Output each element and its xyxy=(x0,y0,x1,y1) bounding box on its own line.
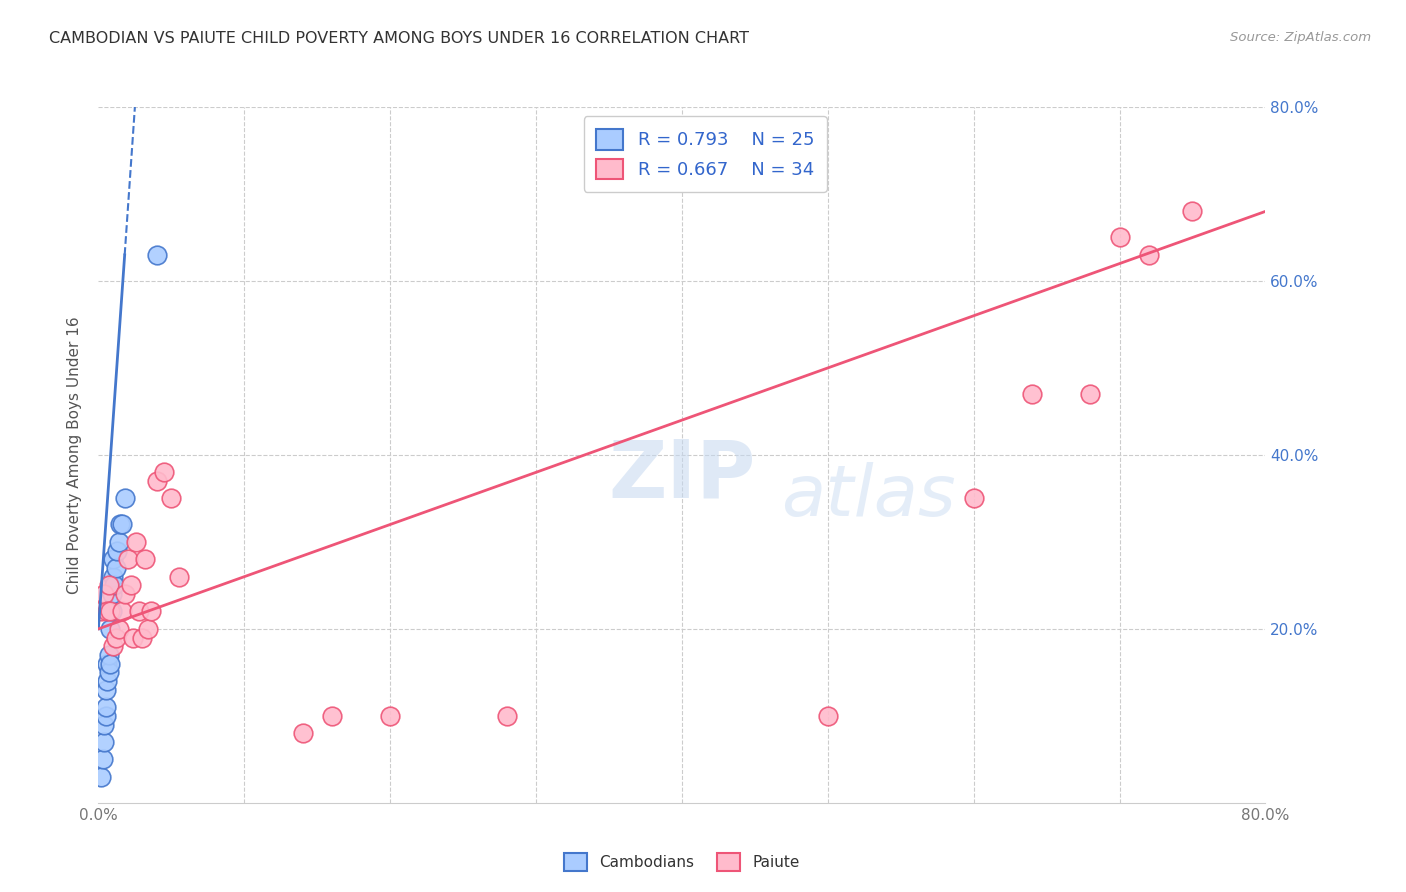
Point xyxy=(90,605,112,619)
Point xyxy=(104,631,127,645)
Point xyxy=(90,770,112,784)
Point xyxy=(114,491,136,506)
Point xyxy=(817,708,839,723)
Point xyxy=(97,648,120,662)
Point xyxy=(114,587,136,601)
Point xyxy=(167,570,190,584)
Point xyxy=(1137,248,1160,262)
Point xyxy=(98,657,121,671)
Point xyxy=(94,708,117,723)
Y-axis label: Child Poverty Among Boys Under 16: Child Poverty Among Boys Under 16 xyxy=(67,316,83,594)
Point xyxy=(962,491,984,506)
Point xyxy=(160,491,183,506)
Point xyxy=(101,552,124,566)
Point xyxy=(321,708,343,723)
Point xyxy=(96,657,118,671)
Text: CAMBODIAN VS PAIUTE CHILD POVERTY AMONG BOYS UNDER 16 CORRELATION CHART: CAMBODIAN VS PAIUTE CHILD POVERTY AMONG … xyxy=(49,31,749,46)
Point xyxy=(100,605,122,619)
Point xyxy=(108,534,131,549)
Point xyxy=(111,605,134,619)
Point xyxy=(1021,387,1043,401)
Point xyxy=(291,726,314,740)
Point xyxy=(153,466,176,480)
Point xyxy=(134,552,156,566)
Point xyxy=(1108,230,1130,244)
Point xyxy=(146,474,169,488)
Point xyxy=(98,622,121,636)
Text: atlas: atlas xyxy=(782,462,956,531)
Point xyxy=(108,622,131,636)
Point xyxy=(105,543,128,558)
Text: Source: ZipAtlas.com: Source: ZipAtlas.com xyxy=(1230,31,1371,45)
Point xyxy=(93,587,115,601)
Point xyxy=(101,639,124,653)
Point xyxy=(125,534,148,549)
Point xyxy=(97,578,120,592)
Legend: Cambodians, Paiute: Cambodians, Paiute xyxy=(557,846,807,879)
Point xyxy=(1080,387,1102,401)
Point xyxy=(111,517,134,532)
Point xyxy=(96,674,118,689)
Point xyxy=(136,622,159,636)
Point xyxy=(117,552,139,566)
Point xyxy=(495,708,517,723)
Point xyxy=(93,717,115,731)
Point xyxy=(139,605,162,619)
Point xyxy=(120,578,142,592)
Point xyxy=(104,561,127,575)
Point xyxy=(97,665,120,680)
Point xyxy=(146,248,169,262)
Point xyxy=(131,631,153,645)
Point xyxy=(110,517,132,532)
Text: ZIP: ZIP xyxy=(609,437,755,515)
Point xyxy=(101,570,124,584)
Point xyxy=(103,578,125,592)
Point xyxy=(378,708,402,723)
Point xyxy=(1181,204,1204,219)
Point xyxy=(122,631,145,645)
Point xyxy=(94,682,117,697)
Point xyxy=(94,700,117,714)
Point xyxy=(91,752,114,766)
Point xyxy=(98,605,121,619)
Point xyxy=(96,605,118,619)
Point xyxy=(100,587,122,601)
Point xyxy=(93,735,115,749)
Point xyxy=(128,605,150,619)
